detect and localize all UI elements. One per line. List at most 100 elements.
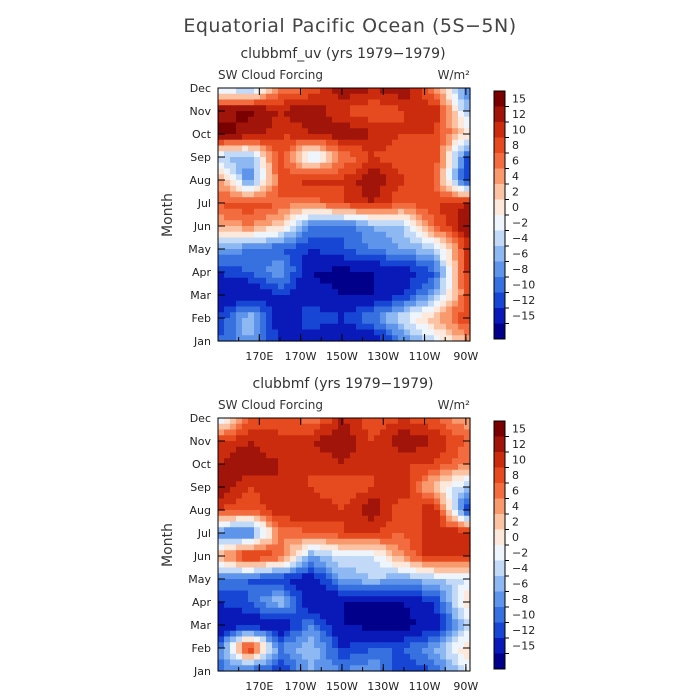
heatmap-cell bbox=[452, 214, 459, 221]
heatmap-cell bbox=[440, 226, 447, 233]
heatmap-cell bbox=[416, 208, 423, 216]
heatmap-cell bbox=[344, 197, 351, 204]
heatmap-cell bbox=[362, 653, 369, 661]
heatmap-cell bbox=[230, 300, 237, 308]
heatmap-cell bbox=[278, 243, 285, 250]
heatmap-cell bbox=[338, 323, 345, 331]
heatmap-cell bbox=[230, 573, 237, 580]
heatmap-cell bbox=[284, 665, 291, 672]
heatmap-cell bbox=[296, 220, 303, 227]
heatmap-cell bbox=[446, 197, 453, 204]
heatmap-cell bbox=[344, 584, 351, 592]
heatmap-cell bbox=[422, 214, 429, 221]
heatmap-cell bbox=[458, 162, 465, 170]
heatmap-cell bbox=[284, 88, 291, 95]
heatmap-cell bbox=[230, 306, 237, 313]
heatmap-cell bbox=[416, 116, 423, 124]
heatmap-cell bbox=[458, 504, 465, 511]
heatmap-cell bbox=[446, 418, 453, 425]
heatmap-cell bbox=[398, 590, 405, 597]
heatmap-cell bbox=[410, 266, 417, 273]
heatmap-cell bbox=[332, 151, 339, 158]
heatmap-cell bbox=[236, 590, 243, 597]
heatmap-cell bbox=[368, 243, 375, 250]
heatmap-cell bbox=[338, 93, 345, 101]
heatmap-cell bbox=[374, 266, 381, 273]
heatmap-cell bbox=[452, 475, 459, 482]
heatmap-cell bbox=[350, 231, 357, 239]
heatmap-cell bbox=[446, 458, 453, 465]
heatmap-cell bbox=[416, 139, 423, 147]
heatmap-cell bbox=[392, 226, 399, 233]
heatmap-cell bbox=[434, 423, 441, 431]
heatmap-cell bbox=[398, 579, 405, 586]
heatmap-cell bbox=[368, 157, 375, 164]
heatmap-cell bbox=[320, 289, 327, 296]
heatmap-cell bbox=[248, 630, 255, 638]
heatmap-cell bbox=[422, 180, 429, 187]
heatmap-cell bbox=[434, 435, 441, 442]
heatmap-cell bbox=[434, 214, 441, 221]
heatmap-cell bbox=[260, 590, 267, 597]
heatmap-cell bbox=[296, 527, 303, 534]
heatmap-cell bbox=[218, 636, 225, 643]
heatmap-cell bbox=[326, 122, 333, 129]
heatmap-cell bbox=[398, 249, 405, 256]
heatmap-cell bbox=[416, 544, 423, 551]
heatmap-cell bbox=[416, 185, 423, 193]
heatmap-cell bbox=[308, 243, 315, 250]
heatmap-cell bbox=[284, 226, 291, 233]
heatmap-cell bbox=[320, 111, 327, 118]
heatmap-cell bbox=[254, 151, 261, 158]
heatmap-cell bbox=[380, 579, 387, 586]
heatmap-cell bbox=[296, 283, 303, 290]
heatmap-cell bbox=[326, 312, 333, 319]
heatmap-cell bbox=[266, 619, 273, 626]
heatmap-cell bbox=[332, 665, 339, 672]
heatmap-cell bbox=[332, 464, 339, 471]
heatmap-cell bbox=[338, 318, 345, 325]
heatmap-cell bbox=[380, 464, 387, 471]
heatmap-cell bbox=[344, 289, 351, 296]
heatmap-cell bbox=[296, 550, 303, 557]
heatmap-cell bbox=[464, 306, 471, 313]
heatmap-cell bbox=[260, 504, 267, 511]
heatmap-cell bbox=[458, 423, 465, 431]
heatmap-cell bbox=[350, 237, 357, 244]
heatmap-cell bbox=[224, 469, 231, 477]
heatmap-cell bbox=[266, 481, 273, 488]
heatmap-cell bbox=[464, 642, 471, 649]
heatmap-cell bbox=[332, 243, 339, 250]
heatmap-cell bbox=[242, 266, 249, 273]
heatmap-cell bbox=[260, 180, 267, 187]
heatmap-cell bbox=[416, 492, 423, 500]
heatmap-cell bbox=[434, 266, 441, 273]
heatmap-cell bbox=[434, 145, 441, 152]
heatmap-cell bbox=[380, 596, 387, 603]
y-tick-label: Mar bbox=[190, 289, 211, 302]
heatmap-cell bbox=[302, 254, 309, 262]
heatmap-cell bbox=[452, 584, 459, 592]
heatmap-cell bbox=[386, 613, 393, 620]
heatmap-cell bbox=[386, 544, 393, 551]
heatmap-cell bbox=[422, 504, 429, 511]
heatmap-cell bbox=[434, 561, 441, 569]
heatmap-cell bbox=[362, 174, 369, 181]
heatmap-cell bbox=[368, 139, 375, 147]
heatmap-cell bbox=[392, 602, 399, 609]
heatmap-cell bbox=[434, 300, 441, 308]
heatmap-cell bbox=[290, 208, 297, 216]
heatmap-cell bbox=[344, 145, 351, 152]
heatmap-cell bbox=[248, 579, 255, 586]
heatmap-cell bbox=[350, 544, 357, 551]
heatmap-cell bbox=[374, 174, 381, 181]
heatmap-cell bbox=[296, 254, 303, 262]
heatmap-cell bbox=[338, 625, 345, 632]
heatmap-cell bbox=[404, 429, 411, 436]
heatmap-cell bbox=[302, 105, 309, 112]
heatmap-cell bbox=[428, 544, 435, 551]
heatmap-cell bbox=[464, 289, 471, 296]
heatmap-cell bbox=[338, 237, 345, 244]
heatmap-cell bbox=[278, 329, 285, 336]
heatmap-cell bbox=[350, 300, 357, 308]
